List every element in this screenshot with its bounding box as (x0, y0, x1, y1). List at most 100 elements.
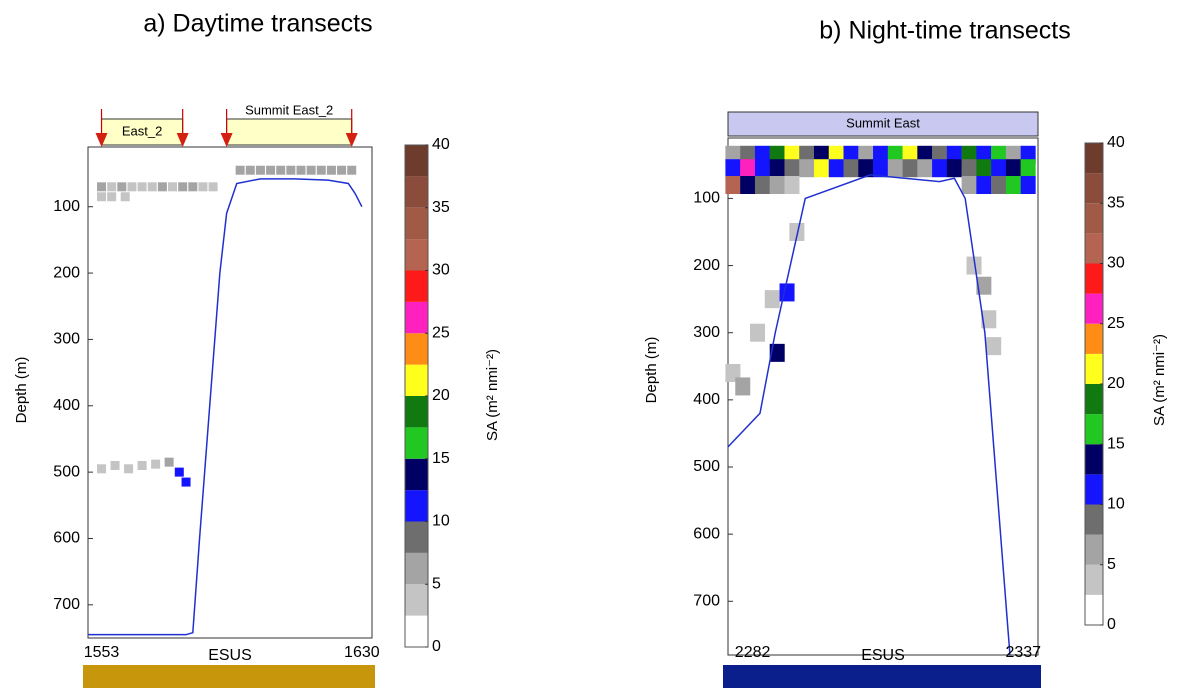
echo-cell (769, 176, 785, 194)
echo-cell (266, 165, 276, 175)
y-tick-label: 700 (53, 596, 80, 613)
echo-cell (337, 165, 347, 175)
colorbar-segment (1085, 594, 1103, 625)
colorbar-segment (1085, 263, 1103, 294)
y-tick-label: 600 (693, 525, 720, 542)
colorbar-segment (405, 458, 428, 491)
echo-cell (97, 182, 107, 192)
y-tick-label: 300 (53, 331, 80, 348)
echo-cell (917, 159, 933, 178)
colorbar-tick-label: 5 (1107, 556, 1116, 573)
y-tick-label: 200 (693, 257, 720, 274)
plot-area (87, 146, 373, 639)
echo-cell (235, 165, 245, 175)
colorbar-segment (1085, 353, 1103, 384)
colorbar-tick-label: 10 (1107, 496, 1125, 513)
echo-cell (873, 159, 889, 178)
y-tick-label: 400 (693, 391, 720, 408)
echo-cell (961, 176, 977, 194)
echo-cell (799, 159, 815, 178)
colorbar-segment (405, 145, 428, 177)
echo-cell (1020, 159, 1036, 178)
colorbar-tick-label: 15 (1107, 435, 1125, 452)
echo-cell (991, 159, 1007, 178)
echo-cell (902, 159, 918, 178)
colorbar-tick-label: 30 (432, 262, 450, 279)
colorbar-tick-label: 40 (1107, 134, 1125, 151)
colorbar-segment (1085, 564, 1103, 595)
colorbar-label: SA (m² nmi⁻²) (484, 349, 501, 441)
echo-cell (735, 377, 751, 396)
colorbar-segment (1085, 384, 1103, 415)
echo-cell (784, 159, 800, 178)
echo-cell (858, 159, 874, 178)
echo-cell (1005, 176, 1021, 194)
echo-cell (740, 159, 756, 178)
echo-cell (120, 192, 130, 202)
echo-cell (286, 165, 296, 175)
echo-cell (976, 159, 992, 178)
colorbar-tick-label: 20 (432, 387, 450, 404)
echo-cell (986, 337, 1002, 356)
y-tick-label: 400 (53, 397, 80, 414)
echo-cell (347, 165, 357, 175)
colorbar-segment (405, 490, 428, 522)
echo-cell (255, 165, 265, 175)
colorbar-tick-label: 0 (432, 638, 441, 655)
region-arrow-head (176, 133, 189, 147)
echo-cell (151, 459, 161, 469)
echo-cell (966, 256, 982, 275)
colorbar-segment (405, 301, 428, 334)
echo-cell (981, 310, 997, 329)
y-axis-label: Depth (m) (643, 337, 660, 404)
y-axis-label: Depth (m) (13, 357, 30, 424)
colorbar-segment (405, 396, 428, 428)
x-tick-label: 2282 (735, 644, 771, 661)
echo-cell (316, 165, 326, 175)
colorbar-segment (1085, 444, 1103, 475)
echo-cell (813, 159, 829, 178)
region-arrow-head (95, 133, 108, 147)
colorbar-segment (1085, 474, 1103, 505)
echo-cell (147, 182, 157, 192)
x-tick-label: 2337 (1005, 644, 1041, 661)
colorbar-segment (405, 364, 428, 396)
echo-cell (178, 182, 188, 192)
colorbar-segment (1085, 203, 1103, 234)
y-tick-label: 700 (693, 593, 720, 610)
echo-cell (932, 159, 948, 178)
colorbar-segment (405, 207, 428, 240)
echo-cell (174, 467, 184, 477)
y-tick-label: 500 (693, 458, 720, 475)
y-tick-label: 600 (53, 530, 80, 547)
colorbar-segment (405, 584, 428, 616)
echo-cell (188, 182, 198, 192)
echo-cell (750, 323, 766, 342)
colorbar-tick-label: 35 (1107, 194, 1125, 211)
echo-cell (97, 464, 107, 474)
plot-area (727, 137, 1039, 656)
echo-cell (976, 176, 992, 194)
echo-cell (296, 165, 306, 175)
echo-cell (124, 464, 134, 474)
x-tick-label: 1553 (84, 644, 120, 661)
y-tick-label: 100 (693, 190, 720, 207)
colorbar-tick-label: 40 (432, 136, 450, 153)
echo-cell (961, 159, 977, 178)
echo-cell (326, 165, 336, 175)
colorbar-segment (1085, 293, 1103, 324)
echo-cell (754, 159, 770, 178)
y-tick-label: 100 (53, 198, 80, 215)
echo-cell (164, 457, 174, 467)
x-tick-label: 1630 (344, 644, 380, 661)
echo-cell (181, 477, 191, 487)
colorbar-segment (405, 333, 428, 365)
colorbar-segment (1085, 143, 1103, 174)
colorbar-segment (405, 427, 428, 459)
echo-cell (784, 176, 800, 194)
panel-title: a) Daytime transects (143, 10, 372, 38)
echo-cell (725, 176, 741, 194)
x-axis-label: ESUS (861, 647, 905, 664)
echo-cell (828, 159, 844, 178)
